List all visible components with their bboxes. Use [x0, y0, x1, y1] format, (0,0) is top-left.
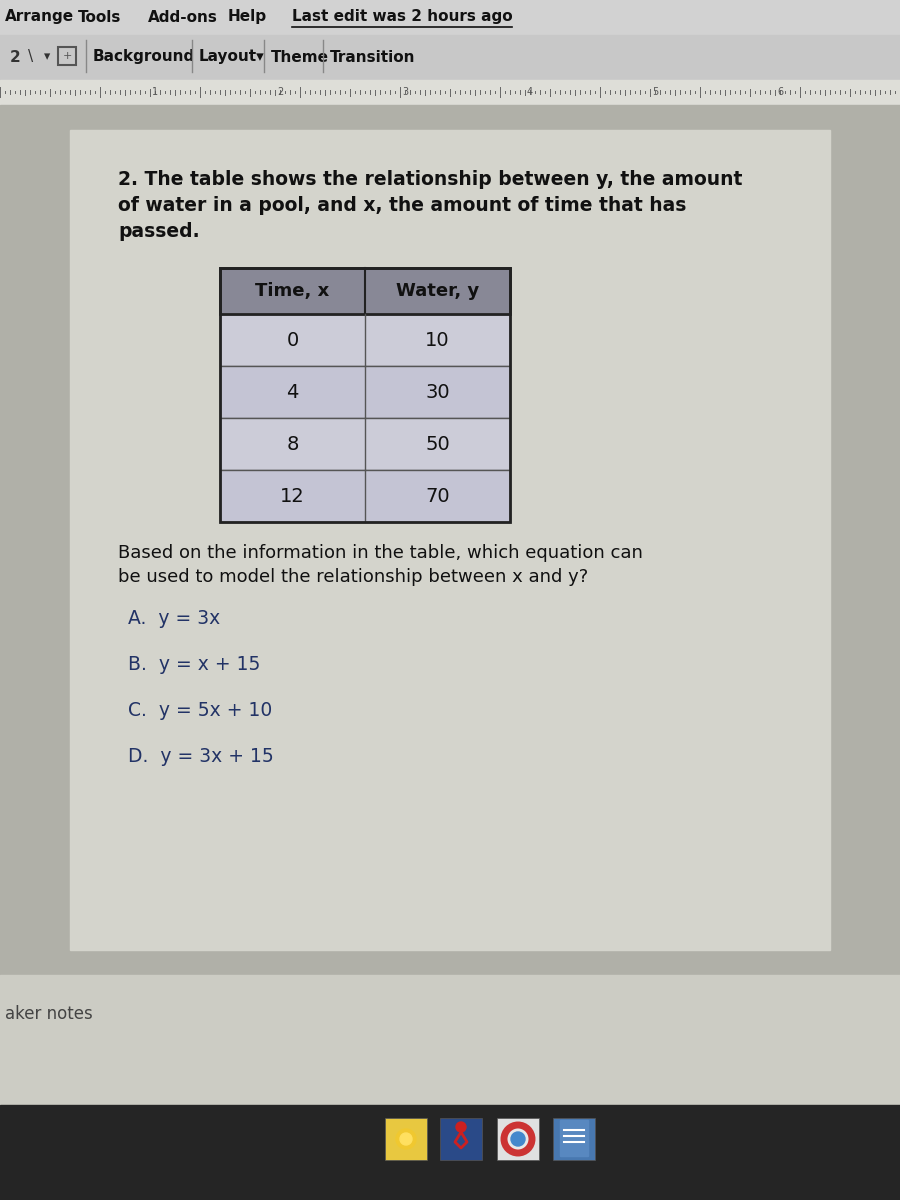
- Text: 12: 12: [280, 486, 305, 505]
- Text: Add-ons: Add-ons: [148, 10, 218, 24]
- Text: aker notes: aker notes: [5, 1006, 93, 1022]
- Bar: [0, 974, 900, 1105]
- Text: D.  y = 3x + 15: D. y = 3x + 15: [128, 746, 274, 766]
- Text: 4: 4: [526, 86, 533, 97]
- Text: 5: 5: [652, 86, 658, 97]
- Text: +: +: [62, 50, 72, 61]
- Circle shape: [456, 1122, 466, 1132]
- Bar: [0, 35, 900, 80]
- Text: A.  y = 3x: A. y = 3x: [128, 608, 220, 628]
- Text: Tools: Tools: [78, 10, 122, 24]
- Circle shape: [504, 1126, 532, 1153]
- Text: 3: 3: [402, 86, 408, 97]
- Text: 30: 30: [425, 383, 450, 402]
- Text: Help: Help: [228, 10, 267, 24]
- Bar: [0, 0, 900, 35]
- Circle shape: [396, 1129, 416, 1150]
- Bar: [497, 1118, 539, 1160]
- Bar: [58, 47, 76, 65]
- Text: B.  y = x + 15: B. y = x + 15: [128, 655, 260, 674]
- Text: Theme: Theme: [271, 49, 329, 65]
- Text: 70: 70: [425, 486, 450, 505]
- Text: 8: 8: [286, 434, 299, 454]
- Text: of water in a pool, and x, the amount of time that has: of water in a pool, and x, the amount of…: [118, 196, 687, 215]
- Text: 0: 0: [286, 330, 299, 349]
- Text: Background: Background: [93, 49, 195, 65]
- Text: ▾: ▾: [44, 50, 50, 64]
- Text: 4: 4: [286, 383, 299, 402]
- Circle shape: [400, 1133, 412, 1145]
- Text: C.  y = 5x + 10: C. y = 5x + 10: [128, 701, 272, 720]
- Text: Time, x: Time, x: [256, 282, 329, 300]
- Bar: [0, 104, 900, 974]
- Bar: [70, 130, 830, 950]
- Text: passed.: passed.: [118, 222, 200, 241]
- Text: Transition: Transition: [330, 49, 416, 65]
- Bar: [220, 268, 510, 522]
- Text: 2: 2: [10, 49, 21, 65]
- Bar: [385, 1118, 427, 1160]
- Text: \: \: [28, 49, 33, 65]
- Text: 6: 6: [777, 86, 783, 97]
- Bar: [220, 314, 510, 366]
- Circle shape: [511, 1132, 525, 1146]
- Text: Based on the information in the table, which equation can: Based on the information in the table, w…: [118, 544, 643, 562]
- Text: Layout▾: Layout▾: [199, 49, 265, 65]
- Bar: [560, 1120, 588, 1156]
- Bar: [0, 1105, 900, 1200]
- Bar: [0, 80, 900, 104]
- Text: Water, y: Water, y: [396, 282, 479, 300]
- Bar: [220, 366, 510, 418]
- Bar: [553, 1118, 595, 1160]
- Bar: [220, 470, 510, 522]
- Text: 1: 1: [152, 86, 158, 97]
- Bar: [440, 1118, 482, 1160]
- Text: be used to model the relationship between x and y?: be used to model the relationship betwee…: [118, 568, 589, 586]
- Text: 10: 10: [425, 330, 450, 349]
- Text: 2: 2: [277, 86, 284, 97]
- Text: Last edit was 2 hours ago: Last edit was 2 hours ago: [292, 10, 513, 24]
- Text: 50: 50: [425, 434, 450, 454]
- Bar: [220, 268, 510, 314]
- Text: 2. The table shows the relationship between y, the amount: 2. The table shows the relationship betw…: [118, 170, 742, 188]
- Text: Arrange: Arrange: [5, 10, 74, 24]
- Bar: [220, 418, 510, 470]
